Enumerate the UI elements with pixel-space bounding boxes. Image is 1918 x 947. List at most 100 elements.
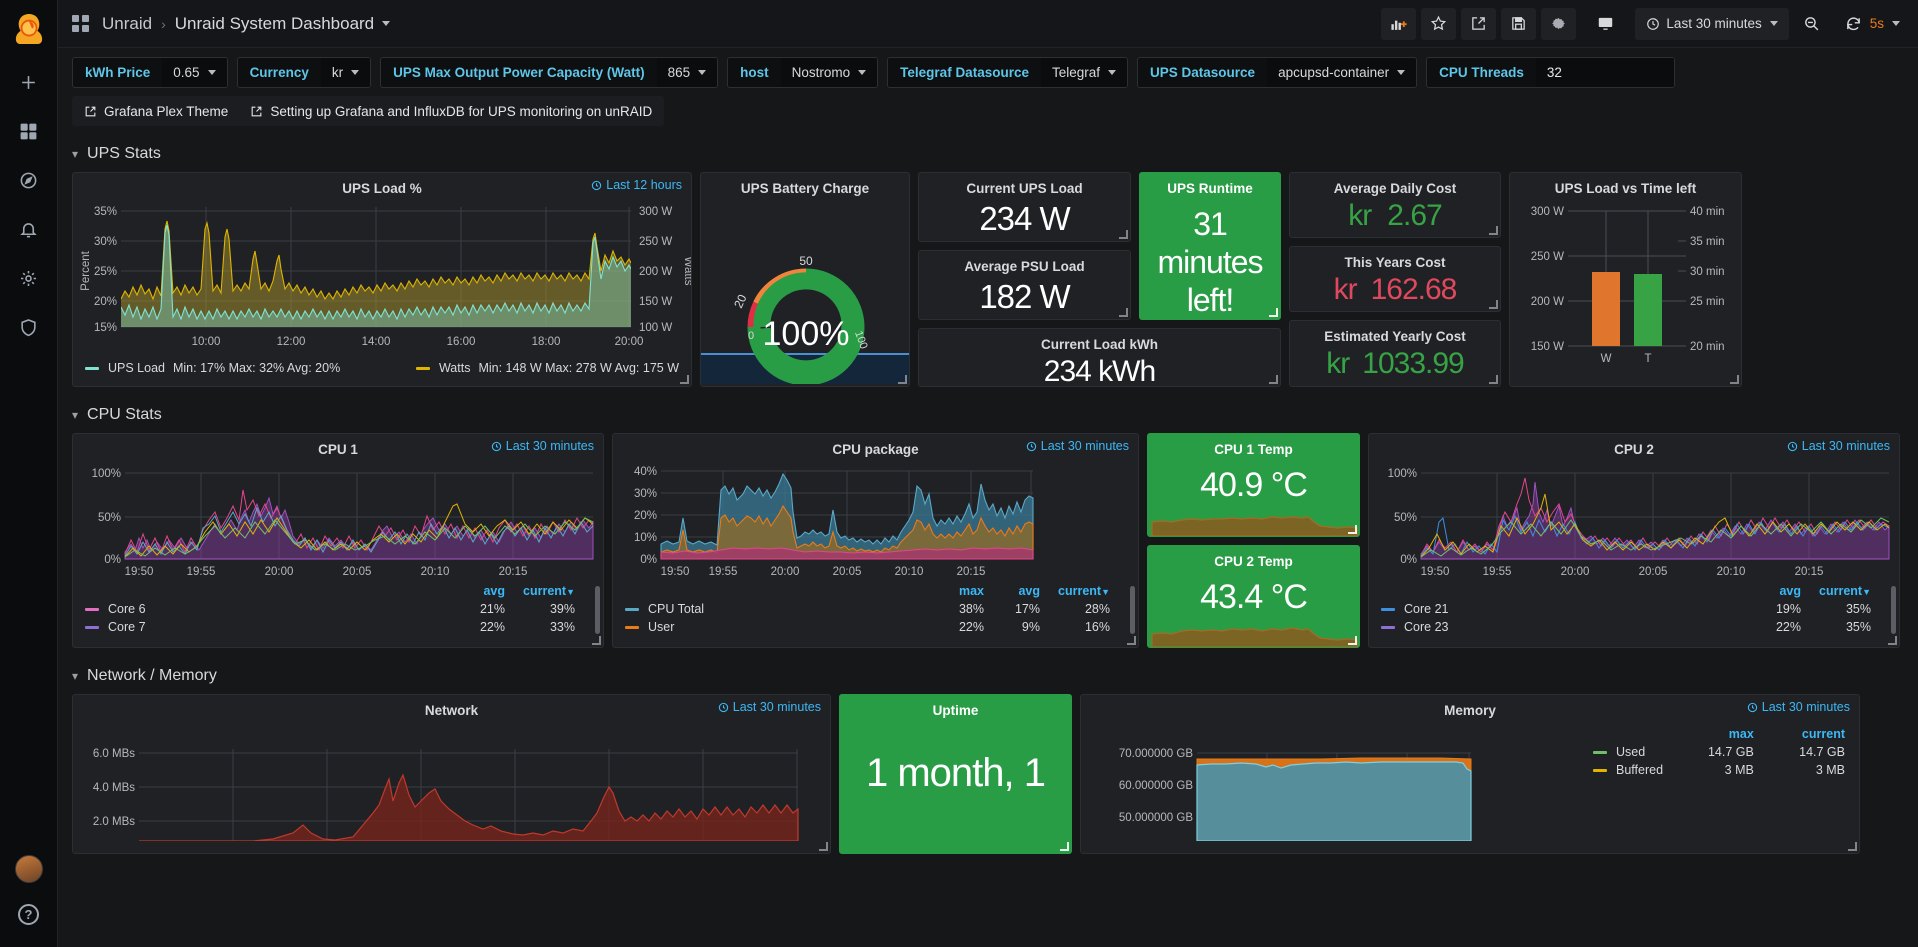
panel-resize-handle[interactable] (1348, 525, 1357, 534)
save-dashboard-button[interactable] (1501, 7, 1537, 40)
chevron-down-icon[interactable] (1892, 21, 1900, 26)
legend-header-max[interactable]: max (1728, 727, 1754, 741)
panel-resize-handle[interactable] (592, 636, 601, 645)
legend-scrollbar[interactable] (1891, 586, 1896, 634)
panel-this-years-cost[interactable]: This Years Cost kr 162.68 (1289, 246, 1501, 312)
refresh-button[interactable] (1834, 8, 1868, 40)
star-button[interactable] (1421, 7, 1457, 40)
legend-item-ups-load[interactable]: UPS Load Min: 17% Max: 32% Avg: 20% (85, 361, 340, 375)
panel-resize-handle[interactable] (1848, 842, 1857, 851)
panel-cpu-2[interactable]: CPU 2 Last 30 minutes 100% 50% 0% (1368, 433, 1900, 648)
help-icon[interactable]: ? (0, 898, 58, 947)
sidebar-item-alerting[interactable] (0, 205, 58, 254)
avatar[interactable] (0, 854, 58, 898)
dashboard-settings-button[interactable] (1541, 7, 1577, 40)
panel-average-psu-load[interactable]: Average PSU Load 182 W (918, 250, 1131, 320)
link-ups-monitoring-guide[interactable]: Setting up Grafana and InfluxDB for UPS … (250, 104, 652, 119)
panel-resize-handle[interactable] (1119, 230, 1128, 239)
panel-average-daily-cost[interactable]: Average Daily Cost kr 2.67 (1289, 172, 1501, 238)
panel-memory[interactable]: Memory Last 30 minutes 70.000000 GB 60.0… (1080, 694, 1860, 854)
legend-header-current[interactable]: current▼ (1058, 584, 1110, 598)
refresh-interval-label[interactable]: 5s (1869, 16, 1884, 31)
panel-resize-handle[interactable] (1269, 375, 1278, 384)
variable-cpu-threads[interactable]: CPU Threads (1426, 57, 1675, 88)
sidebar-item-dashboards[interactable] (0, 107, 58, 156)
panel-resize-handle[interactable] (1348, 636, 1357, 645)
legend-header-current[interactable]: current▼ (1819, 584, 1871, 598)
variable-value[interactable]: apcupsd-container (1267, 58, 1417, 87)
panel-resize-handle[interactable] (1489, 300, 1498, 309)
legend-scrollbar[interactable] (595, 586, 600, 634)
legend-header-current[interactable]: current▼ (523, 584, 575, 598)
panel-resize-handle[interactable] (1888, 636, 1897, 645)
panel-estimated-yearly-cost[interactable]: Estimated Yearly Cost kr 1033.99 (1289, 320, 1501, 387)
grafana-logo-icon[interactable] (0, 0, 58, 58)
legend-header-avg[interactable]: avg (1018, 584, 1040, 598)
panel-cpu-1-temp[interactable]: CPU 1 Temp 40.9 °C (1147, 433, 1360, 537)
panel-resize-handle[interactable] (1060, 842, 1069, 851)
time-range-picker[interactable]: Last 30 minutes (1635, 7, 1789, 40)
panel-current-ups-load[interactable]: Current UPS Load 234 W (918, 172, 1131, 242)
panel-cpu-2-temp[interactable]: CPU 2 Temp 43.4 °C (1147, 545, 1360, 648)
panel-ups-load-percent[interactable]: UPS Load % Last 12 hours 35% 30% 25% 20%… (72, 172, 692, 387)
legend-row[interactable]: Core 23 22% 35% (1381, 618, 1891, 636)
panel-cpu-1[interactable]: CPU 1 Last 30 minutes 100% 50% 0% (72, 433, 604, 648)
cpu-threads-input[interactable] (1535, 58, 1674, 87)
tv-mode-button[interactable] (1588, 8, 1623, 40)
panel-resize-handle[interactable] (819, 842, 828, 851)
panel-resize-handle[interactable] (1489, 375, 1498, 384)
panel-ups-runtime[interactable]: UPS Runtime 31 minutes left! (1139, 172, 1281, 320)
breadcrumb-folder[interactable]: Unraid (102, 13, 153, 33)
legend-header-current[interactable]: current (1801, 727, 1845, 741)
legend-row[interactable]: User 22% 9% 16% (625, 618, 1130, 636)
row-header-cpu-stats[interactable]: ▾ CPU Stats (72, 399, 1918, 431)
variable-value[interactable]: kr (320, 58, 371, 87)
panel-resize-handle[interactable] (1730, 375, 1739, 384)
sidebar-item-create[interactable] (0, 58, 58, 107)
add-panel-button[interactable] (1381, 7, 1417, 40)
variable-ups-max-output-power-capacity[interactable]: UPS Max Output Power Capacity (Watt) 865 (380, 57, 719, 88)
zoom-out-button[interactable] (1794, 8, 1829, 40)
panel-resize-handle[interactable] (898, 375, 907, 384)
page-title[interactable]: Unraid System Dashboard (174, 13, 375, 33)
variable-host[interactable]: host Nostromo (727, 57, 879, 88)
sidebar-item-server-admin[interactable] (0, 303, 58, 352)
row-header-ups-stats[interactable]: ▾ UPS Stats (72, 138, 1918, 170)
chevron-down-icon[interactable] (382, 21, 391, 26)
variable-ups-datasource[interactable]: UPS Datasource apcupsd-container (1137, 57, 1418, 88)
legend-header-max[interactable]: max (958, 584, 984, 598)
variable-value[interactable]: Telegraf (1040, 58, 1128, 87)
variable-value[interactable]: 865 (656, 58, 718, 87)
variable-value[interactable]: 0.65 (162, 58, 227, 87)
variable-kwh-price[interactable]: kWh Price 0.65 (72, 57, 228, 88)
panel-cpu-package[interactable]: CPU package Last 30 minutes 40% 30% 20% … (612, 433, 1139, 648)
panel-ups-load-vs-time-left[interactable]: UPS Load vs Time left 300 W 250 W 200 W … (1509, 172, 1742, 387)
share-button[interactable] (1461, 7, 1497, 40)
legend-item-watts[interactable]: Watts Min: 148 W Max: 278 W Avg: 175 W (415, 361, 679, 375)
panel-resize-handle[interactable] (1269, 308, 1278, 317)
panel-current-load-kwh[interactable]: Current Load kWh 234 kWh (918, 328, 1281, 387)
legend-header-avg[interactable]: avg (483, 584, 505, 598)
legend-row[interactable]: CPU Total 38% 17% 28% (625, 600, 1130, 618)
link-grafana-plex-theme[interactable]: Grafana Plex Theme (84, 104, 228, 119)
legend-row[interactable]: Core 21 19% 35% (1381, 600, 1891, 618)
legend-scrollbar[interactable] (1130, 586, 1135, 634)
legend-row[interactable]: Buffered 3 MB 3 MB (1593, 761, 1851, 779)
panel-resize-handle[interactable] (1489, 226, 1498, 235)
legend-row[interactable]: Used 14.7 GB 14.7 GB (1593, 743, 1851, 761)
variable-value[interactable]: Nostromo (780, 58, 878, 87)
panel-resize-handle[interactable] (1119, 308, 1128, 317)
variable-telegraf-datasource[interactable]: Telegraf Datasource Telegraf (887, 57, 1129, 88)
panel-network[interactable]: Network Last 30 minutes 6.0 MBs 4.0 MBs … (72, 694, 831, 854)
panel-resize-handle[interactable] (680, 375, 689, 384)
sidebar-item-configuration[interactable] (0, 254, 58, 303)
row-header-network-memory[interactable]: ▾ Network / Memory (72, 660, 1918, 692)
panel-ups-battery-charge[interactable]: UPS Battery Charge 50 20 0 100 100% (700, 172, 910, 387)
dashboard-grid-icon[interactable] (72, 15, 89, 32)
variable-currency[interactable]: Currency kr (236, 57, 372, 88)
legend-row[interactable]: Core 6 21% 39% (85, 600, 595, 618)
panel-uptime[interactable]: Uptime 1 month, 1 (839, 694, 1072, 854)
legend-header-avg[interactable]: avg (1779, 584, 1801, 598)
panel-resize-handle[interactable] (1127, 636, 1136, 645)
legend-row[interactable]: Core 7 22% 33% (85, 618, 595, 636)
